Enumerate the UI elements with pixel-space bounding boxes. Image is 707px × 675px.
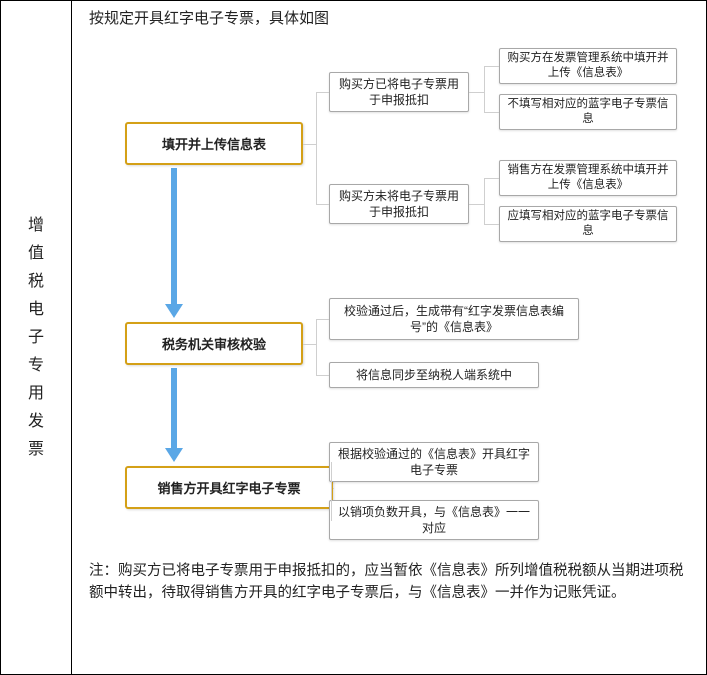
- connector-line: [331, 462, 332, 520]
- flow-mid-label: 根据校验通过的《信息表》开具红字电子专票: [336, 446, 532, 478]
- flow-leaf-label: 购买方在发票管理系统中填开并上传《信息表》: [505, 51, 671, 81]
- connector-line: [316, 375, 329, 376]
- connector-line: [316, 92, 329, 93]
- flow-mid: 购买方未将电子专票用于申报抵扣: [329, 184, 469, 224]
- flow-step-label: 销售方开具红字电子专票: [157, 481, 300, 496]
- footnote-text: 注：购买方已将电子专票用于申报抵扣的，应当暂依《信息表》所列增值税税额从当期进项…: [89, 560, 688, 604]
- flow-mid: 以销项负数开具，与《信息表》一一对应: [329, 500, 539, 540]
- flow-step-label: 填开并上传信息表: [162, 137, 266, 152]
- flow-mid-label: 购买方未将电子专票用于申报抵扣: [336, 188, 462, 220]
- connector-line: [469, 92, 484, 93]
- flow-step-label: 税务机关审核校验: [162, 337, 266, 352]
- flow-mid: 购买方已将电子专票用于申报抵扣: [329, 72, 469, 112]
- flow-leaf-label: 销售方在发票管理系统中填开并上传《信息表》: [505, 163, 671, 193]
- flow-leaf-label: 不填写相对应的蓝字电子专票信息: [505, 97, 671, 127]
- flow-leaf: 销售方在发票管理系统中填开并上传《信息表》: [499, 160, 677, 196]
- connector-line: [331, 520, 332, 521]
- row-header-label: 增 值 税 电 子 专 用 发 票: [28, 212, 44, 464]
- flow-mid-label: 将信息同步至纳税人端系统中: [356, 367, 512, 383]
- connector-line: [316, 204, 329, 205]
- flow-step: 销售方开具红字电子专票: [125, 466, 333, 509]
- connector-line: [333, 488, 334, 489]
- flowchart: 填开并上传信息表税务机关审核校验销售方开具红字电子专票 购买方已将电子专票用于申报…: [89, 34, 689, 554]
- flow-mid-label: 以销项负数开具，与《信息表》一一对应: [336, 504, 532, 536]
- connector-line: [469, 204, 484, 205]
- connector-line: [303, 144, 316, 145]
- connector-line: [484, 178, 499, 179]
- flow-step: 填开并上传信息表: [125, 122, 303, 165]
- flow-leaf: 不填写相对应的蓝字电子专票信息: [499, 94, 677, 130]
- down-arrow-icon: [169, 368, 179, 462]
- row-header-cell: 增 值 税 电 子 专 用 发 票: [1, 1, 72, 674]
- flow-leaf: 应填写相对应的蓝字电子专票信息: [499, 206, 677, 242]
- connector-line: [316, 319, 317, 375]
- document-page: 增 值 税 电 子 专 用 发 票 按规定开具红字电子专票，具体如图 填开并上传…: [0, 0, 707, 675]
- down-arrow-icon: [169, 168, 179, 318]
- flow-mid: 将信息同步至纳税人端系统中: [329, 362, 539, 388]
- connector-line: [484, 224, 499, 225]
- connector-line: [331, 462, 332, 463]
- connector-line: [484, 66, 485, 112]
- connector-line: [484, 112, 499, 113]
- flow-mid: 校验通过后，生成带有“红字发票信息表编号”的《信息表》: [329, 298, 579, 340]
- connector-line: [316, 92, 317, 204]
- connector-line: [316, 319, 329, 320]
- flow-mid: 根据校验通过的《信息表》开具红字电子专票: [329, 442, 539, 482]
- connector-line: [484, 178, 485, 224]
- flow-leaf: 购买方在发票管理系统中填开并上传《信息表》: [499, 48, 677, 84]
- intro-text: 按规定开具红字电子专票，具体如图: [89, 7, 688, 28]
- connector-line: [303, 344, 316, 345]
- content-cell: 按规定开具红字电子专票，具体如图 填开并上传信息表税务机关审核校验销售方开具红字…: [71, 1, 706, 674]
- connector-line: [484, 66, 499, 67]
- flow-mid-label: 校验通过后，生成带有“红字发票信息表编号”的《信息表》: [336, 303, 572, 335]
- flow-mid-label: 购买方已将电子专票用于申报抵扣: [336, 76, 462, 108]
- flow-leaf-label: 应填写相对应的蓝字电子专票信息: [505, 209, 671, 239]
- flow-step: 税务机关审核校验: [125, 322, 303, 365]
